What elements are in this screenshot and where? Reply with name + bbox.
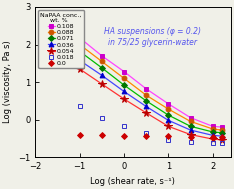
Text: HA suspensions (φ = 0.2)
in 75/25 glycerin-water: HA suspensions (φ = 0.2) in 75/25 glycer… — [104, 27, 201, 47]
Legend: 0.108, 0.088, 0.071, 0.036, 0.054, 0.018, 0.0: 0.108, 0.088, 0.071, 0.036, 0.054, 0.018… — [38, 10, 84, 68]
X-axis label: Log (shear rate, s⁻¹): Log (shear rate, s⁻¹) — [90, 177, 175, 186]
Y-axis label: Log (viscosity, Pa s): Log (viscosity, Pa s) — [4, 41, 12, 123]
